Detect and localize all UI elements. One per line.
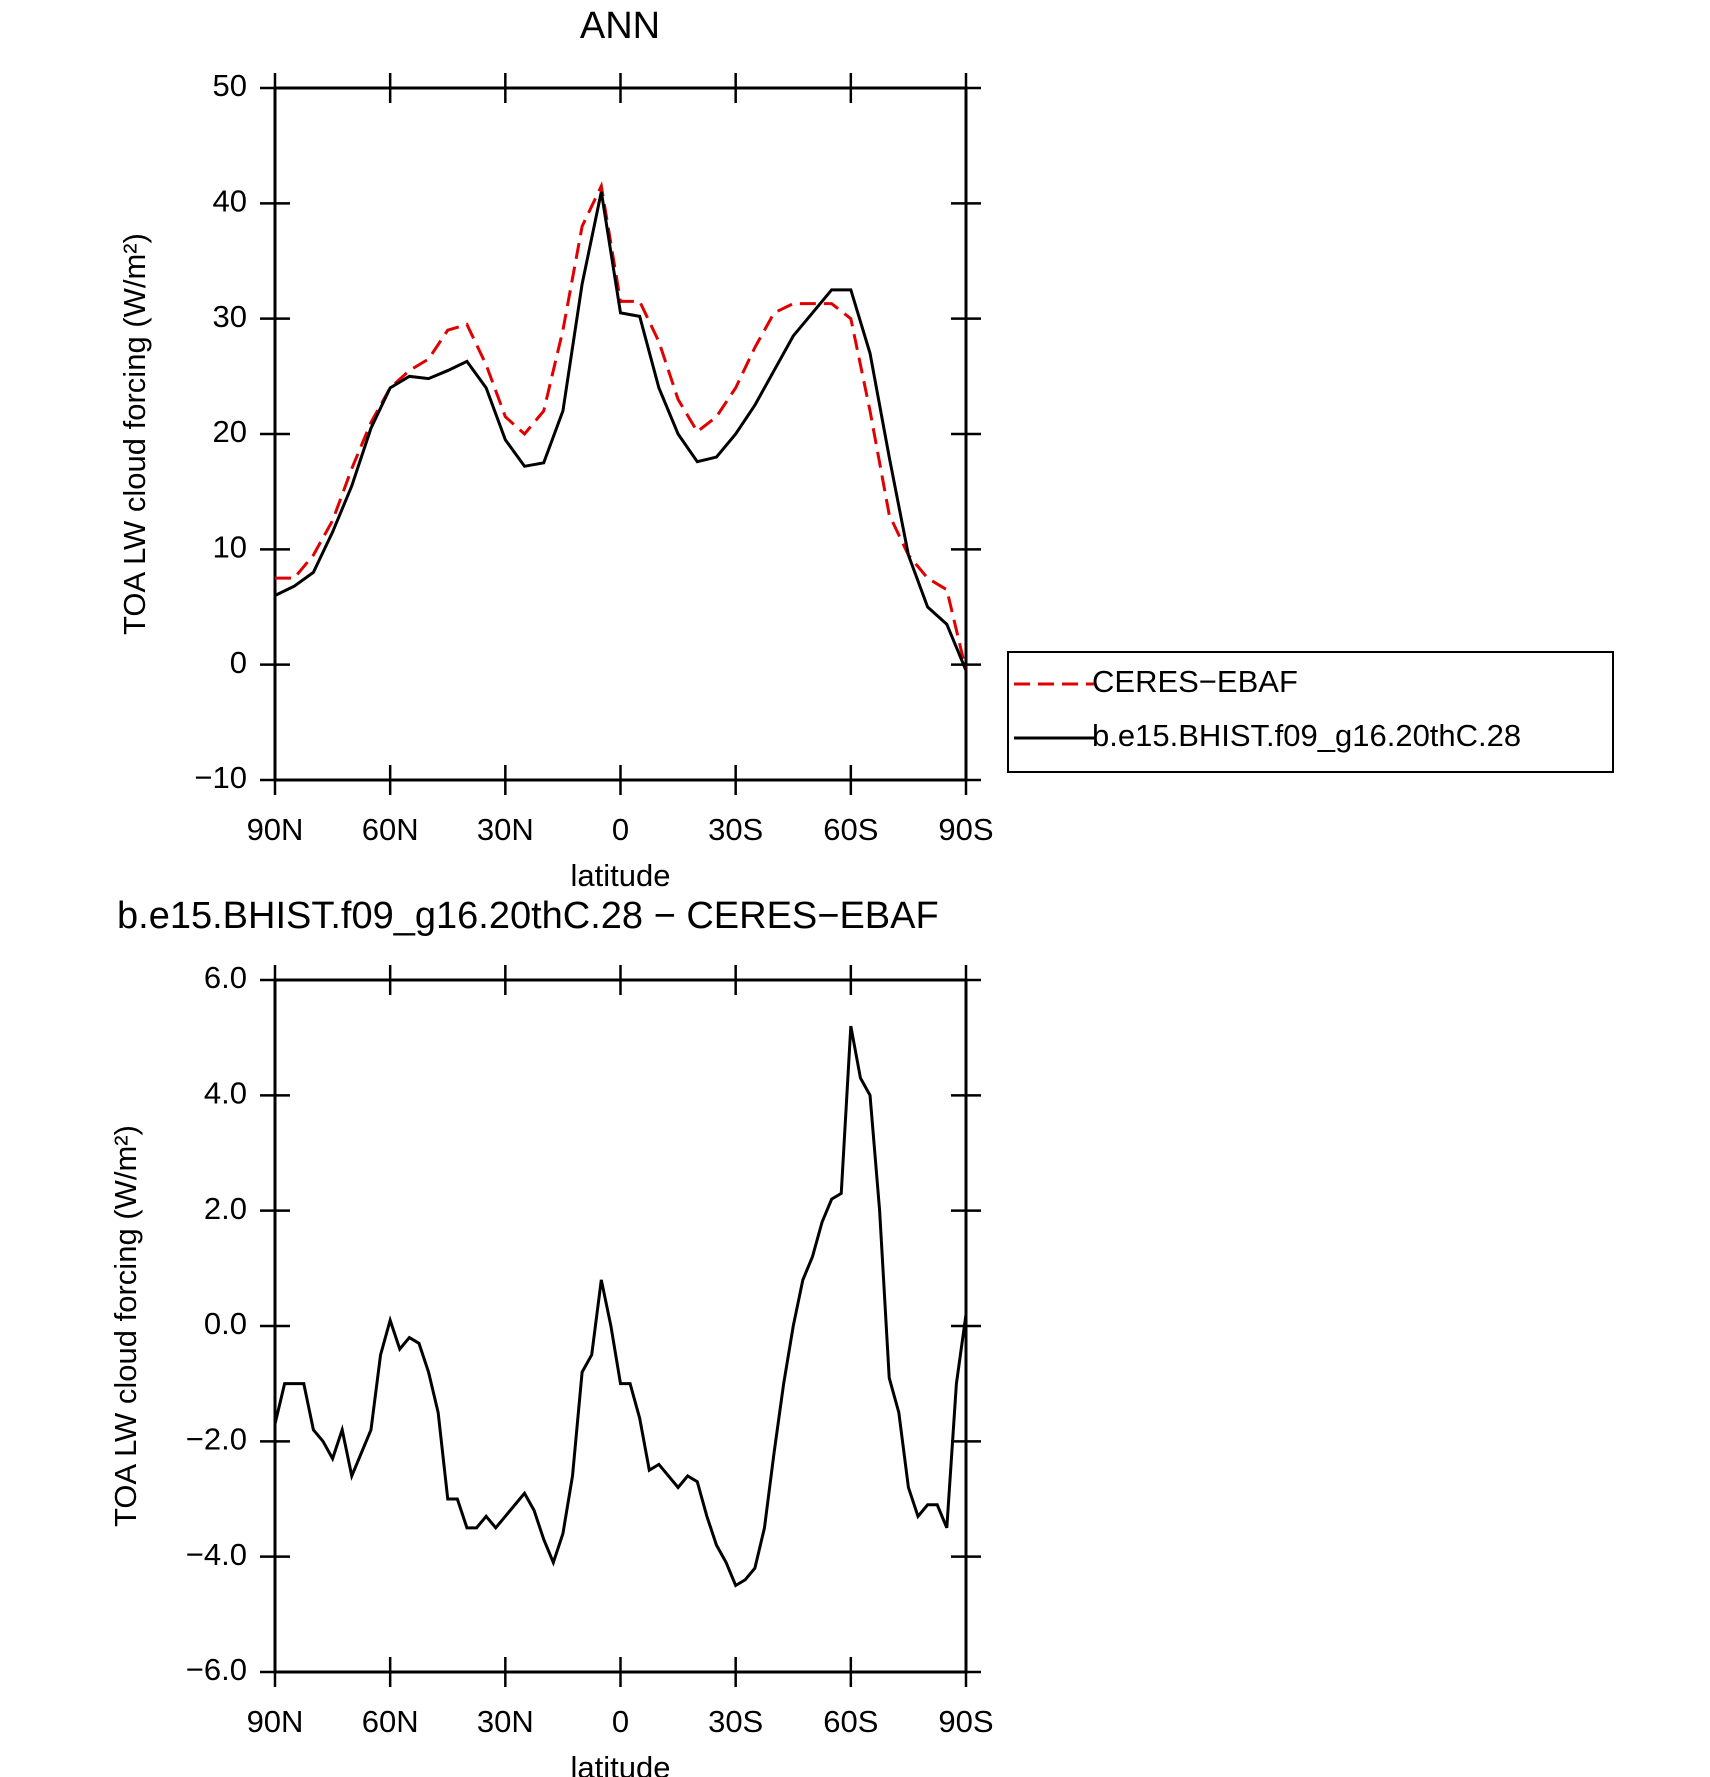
y-tick-label: 50 [213, 68, 247, 103]
y-tick-label: 30 [213, 299, 247, 334]
y-tick-label: −4.0 [186, 1537, 247, 1572]
x-tick-label: 90S [938, 812, 993, 847]
y-tick-label: 40 [213, 184, 247, 219]
data-line [273, 1025, 968, 1588]
x-tick-label: 60S [823, 1704, 878, 1739]
chart-title: ANN [580, 5, 660, 47]
x-tick-label: 30N [477, 812, 534, 847]
x-tick-label: 60N [362, 812, 419, 847]
chart-title: b.e15.BHIST.f09_g16.20thC.28 − CERES−EBA… [117, 895, 939, 937]
plot-frame [273, 86, 968, 782]
y-tick-label: 0 [230, 645, 247, 680]
legend-label: CERES−EBAF [1092, 664, 1298, 699]
y-tick-label: −2.0 [186, 1422, 247, 1457]
y-tick-label: 20 [213, 414, 247, 449]
x-tick-label: 30S [708, 812, 763, 847]
y-tick-label: −10 [194, 760, 247, 795]
y-axis-label: TOA LW cloud forcing (W/m²) [117, 233, 152, 635]
y-tick-label: −6.0 [186, 1652, 247, 1687]
legend-label: b.e15.BHIST.f09_g16.20thC.28 [1092, 718, 1521, 753]
x-tick-label: 90N [247, 812, 304, 847]
y-tick-label: 10 [213, 530, 247, 565]
plot-frame [273, 978, 968, 1674]
x-axis-label: latitude [571, 858, 671, 893]
y-tick-label: 0.0 [204, 1306, 247, 1341]
data-line [274, 191, 968, 672]
x-tick-label: 90S [938, 1704, 993, 1739]
x-axis-label: latitude [571, 1750, 671, 1777]
x-tick-label: 60S [823, 812, 878, 847]
x-tick-label: 0 [612, 1704, 629, 1739]
data-line [275, 181, 968, 671]
y-tick-label: 2.0 [204, 1191, 247, 1226]
x-tick-label: 30S [708, 1704, 763, 1739]
x-tick-label: 0 [612, 812, 629, 847]
x-tick-label: 60N [362, 1704, 419, 1739]
x-tick-label: 90N [247, 1704, 304, 1739]
legend-box [1007, 651, 1614, 773]
y-tick-label: 6.0 [204, 960, 247, 995]
x-tick-label: 30N [477, 1704, 534, 1739]
y-axis-label: TOA LW cloud forcing (W/m²) [108, 1125, 143, 1527]
y-tick-label: 4.0 [204, 1076, 247, 1111]
